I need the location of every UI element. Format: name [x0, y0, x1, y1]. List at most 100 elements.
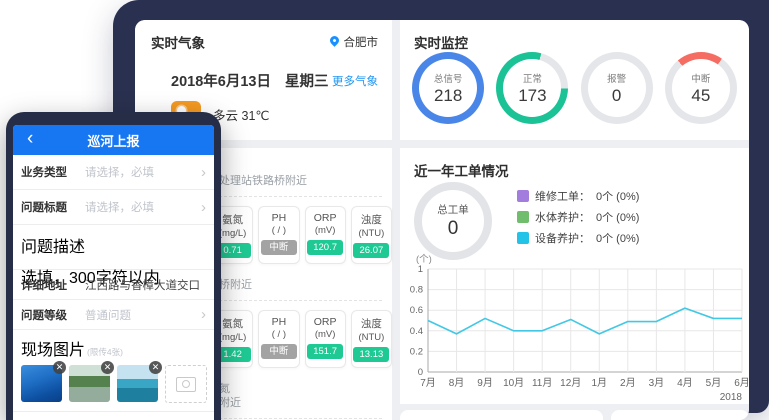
photo-thumbnail[interactable]: ✕ — [117, 361, 162, 402]
location-selector[interactable]: 合肥市 — [327, 34, 379, 50]
station-name: 氮附近 — [219, 383, 241, 409]
metric-unit: (NTU) — [358, 228, 385, 239]
city-label: 合肥市 — [343, 37, 379, 49]
issue-description-field[interactable]: 问题描述 选填，300字符以内 — [13, 225, 214, 287]
svg-text:6月: 6月 — [734, 377, 749, 389]
phone-mockup-frame: ‹ 巡河上报 业务类型 请选择，必填 › 问题标题 请选择，必填 › 问题描述 … — [6, 112, 221, 420]
legend-color-swatch — [517, 232, 529, 244]
temperature-text: 31℃ — [241, 108, 270, 123]
svg-text:0.2: 0.2 — [410, 346, 423, 357]
metric-card: ORP (mV) 120.7 — [304, 206, 346, 264]
gauge-ring: 总信号 218 — [412, 52, 485, 124]
svg-text:4月: 4月 — [677, 377, 693, 389]
total-orders-donut: 总工单 0 — [414, 182, 492, 260]
issue-title-row[interactable]: 问题标题 请选择，必填 › — [13, 190, 214, 225]
remove-photo-icon[interactable]: ✕ — [53, 361, 66, 374]
orders-legend: 维修工单： 0个 (0%) 水体养护： 0个 (0%) 设备养护： 0个 (0%… — [517, 188, 639, 246]
legend-item: 设备养护： 0个 (0%) — [517, 230, 639, 246]
metric-value-badge: 120.7 — [307, 240, 344, 255]
metric-unit: (NTU) — [358, 332, 385, 343]
legend-label: 维修工单： — [535, 191, 590, 203]
camera-icon — [176, 376, 196, 392]
metric-card: PH ( / ) 中断 — [258, 310, 300, 368]
svg-text:2月: 2月 — [620, 377, 636, 389]
monitor-card-title: 实时监控 — [414, 36, 468, 51]
metric-unit: (mV) — [314, 329, 336, 340]
issue-level-row[interactable]: 问题等级 普通问题 › — [13, 300, 214, 330]
add-photo-button[interactable] — [165, 365, 207, 403]
location-pin-icon — [327, 34, 341, 47]
remove-photo-icon[interactable]: ✕ — [149, 361, 162, 374]
svg-text:12月: 12月 — [560, 377, 581, 389]
svg-text:0.6: 0.6 — [410, 305, 423, 316]
gauge-inner: 正常 173 — [503, 59, 562, 117]
chevron-right-icon: › — [201, 306, 206, 323]
issue-level-placeholder: 普通问题 — [85, 309, 131, 322]
svg-text:11月: 11月 — [532, 377, 552, 389]
metric-unit: ( / ) — [271, 225, 286, 236]
issue-description-placeholder: 选填，300字符以内 — [21, 270, 160, 287]
date-text: 2018年6月13日 — [171, 74, 271, 90]
metric-name: 浊度 — [360, 318, 382, 330]
metric-value-badge: 中断 — [260, 344, 297, 359]
donut-label: 总工单 — [437, 204, 469, 216]
remove-photo-icon[interactable]: ✕ — [101, 361, 114, 374]
metric-name: 氨氮 — [222, 214, 244, 226]
orders-line-chart: 0 0.2 0.4 0.6 0.8 1 7月 8月 9月 10月 11月 12月 1月 2月 3月 4月 5月 6… — [402, 252, 749, 409]
metric-value-badge: 0.71 — [214, 243, 251, 258]
metric-value-badge: 中断 — [260, 240, 297, 255]
station-name: 桥附近 — [219, 279, 252, 291]
svg-text:2018: 2018 — [720, 392, 743, 403]
svg-text:10月: 10月 — [503, 377, 524, 389]
back-button[interactable]: ‹ — [27, 128, 34, 149]
gauge-inner: 中断 45 — [671, 59, 730, 117]
phone-page-title: 巡河上报 — [87, 133, 140, 149]
address-value: 江西路与香樟大道交口 — [85, 279, 200, 292]
photo-limit-hint: (限传4张) — [87, 347, 123, 357]
svg-text:0: 0 — [418, 367, 423, 378]
gauge-value: 45 — [691, 85, 711, 105]
issue-level-label: 问题等级 — [21, 309, 67, 322]
legend-value: 0个 (0%) — [596, 233, 640, 245]
business-type-row[interactable]: 业务类型 请选择，必填 › — [13, 155, 214, 190]
metric-unit: (mg/L) — [218, 228, 247, 239]
svg-text:9月: 9月 — [477, 377, 493, 389]
metric-name: ORP — [313, 212, 337, 224]
realtime-monitor-card: 实时监控 总信号 218 正常 173 报警 0 中断 45 — [400, 20, 749, 140]
svg-text:3月: 3月 — [649, 377, 665, 389]
legend-item: 维修工单： 0个 (0%) — [517, 188, 639, 204]
station-metrics-row: 氨氮 (mg/L) 0.71 PH ( / ) 中断 ORP (mV) 120.7 浊… — [212, 206, 392, 264]
chevron-right-icon: › — [201, 163, 206, 181]
legend-value: 0个 (0%) — [596, 191, 640, 203]
weather-condition: 多云 31℃ — [213, 105, 269, 124]
scene-photos-label: 现场图片 — [21, 342, 86, 359]
work-orders-card: 近一年工单情况 总工单 0 维修工单： 0个 (0%) 水体养护： 0个 (0%… — [400, 148, 749, 404]
address-row[interactable]: 详细地址 江西路与香樟大道交口 — [13, 270, 214, 300]
gauge-label: 报警 — [607, 73, 627, 85]
svg-text:7月: 7月 — [420, 377, 436, 389]
dashed-divider — [149, 196, 382, 197]
svg-text:8月: 8月 — [449, 377, 465, 389]
metric-card: ORP (mV) 151.7 — [304, 310, 346, 368]
gauge-inner: 报警 0 — [587, 59, 646, 117]
photo-thumbnail[interactable]: ✕ — [21, 361, 66, 402]
phone-header: ‹ 巡河上报 — [13, 125, 214, 155]
gauge-value: 0 — [611, 85, 622, 105]
metric-card: 浊度 (NTU) 26.07 — [350, 206, 392, 264]
custom-field-1-row[interactable]: 自定义字段1 必填，限50字符以内 — [13, 412, 214, 420]
station-name: 处理站铁路桥附近 — [219, 175, 307, 187]
more-weather-link[interactable]: 更多气象 — [332, 75, 378, 88]
weather-card: 实时气象 合肥市 2018年6月13日 星期三 更多气象 多云 31℃ — [135, 20, 392, 140]
issue-title-placeholder: 请选择，必填 — [85, 202, 154, 214]
donut-value: 0 — [447, 218, 459, 239]
legend-color-swatch — [517, 190, 529, 202]
phone-screen: ‹ 巡河上报 业务类型 请选择，必填 › 问题标题 请选择，必填 › 问题描述 … — [13, 125, 214, 420]
metric-unit: (mV) — [314, 225, 336, 236]
photo-thumbnail[interactable]: ✕ — [69, 361, 114, 402]
legend-label: 水体养护： — [535, 212, 590, 224]
metric-name: ORP — [313, 316, 337, 328]
chevron-right-icon: › — [201, 198, 206, 216]
metric-name: 氨氮 — [222, 318, 244, 330]
legend-color-swatch — [517, 211, 529, 223]
